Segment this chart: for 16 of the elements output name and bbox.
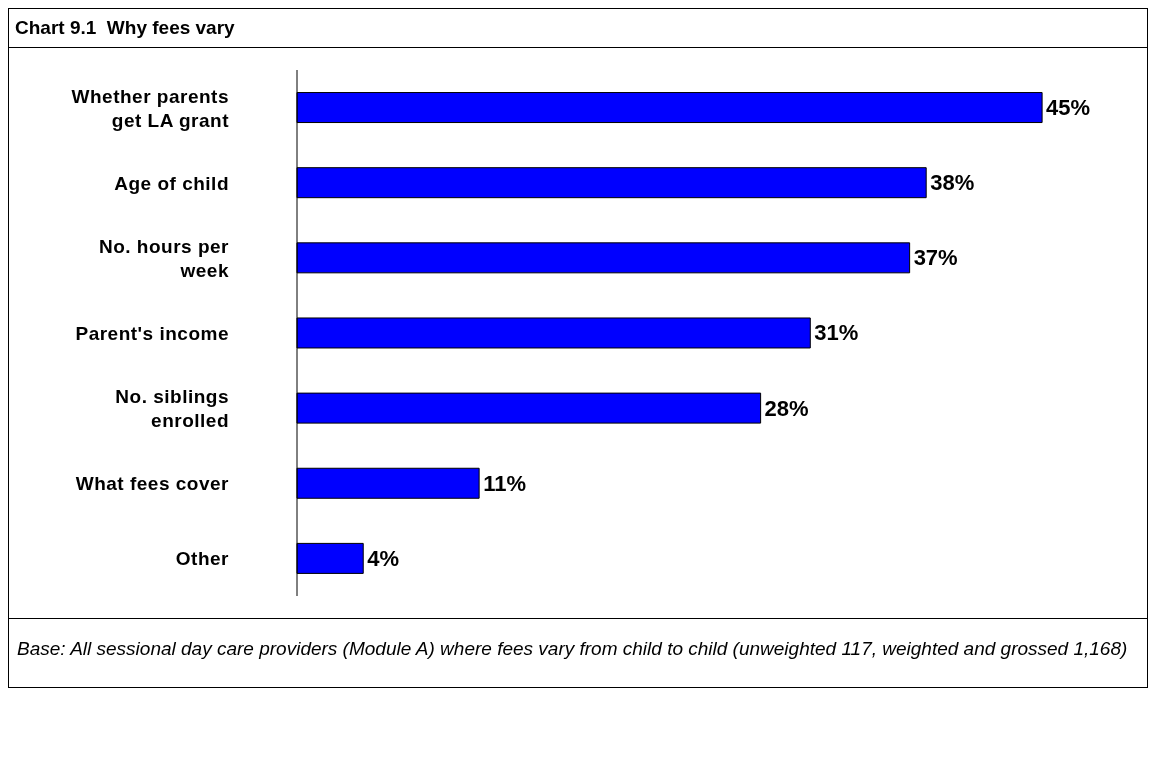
data-label: 38% <box>930 170 975 196</box>
y-tick-label: Parent's income <box>75 322 229 344</box>
data-label: 45% <box>1046 95 1091 121</box>
y-tick-label: Age of child <box>114 172 229 194</box>
y-tick-label: No. siblings enrolled <box>115 385 229 431</box>
data-label: 31% <box>814 320 859 346</box>
y-tick-label: Whether parents get LA grant <box>71 85 230 131</box>
y-tick-label: Other <box>175 547 230 569</box>
data-label: 28% <box>764 395 809 421</box>
data-label: 4% <box>367 545 400 571</box>
y-tick-label: What fees cover <box>75 472 230 494</box>
text: Base: All sessional day care providers (Module A) where fees vary from child to child (unweighted 117, weighted and grossed 1,168) <box>9 618 1147 687</box>
data-label: 11% <box>483 470 526 496</box>
data-label: 37% <box>913 245 958 271</box>
text: Chart 9.1 Why fees vary <box>9 9 1147 48</box>
y-tick-label: No. hours per week <box>98 235 230 281</box>
